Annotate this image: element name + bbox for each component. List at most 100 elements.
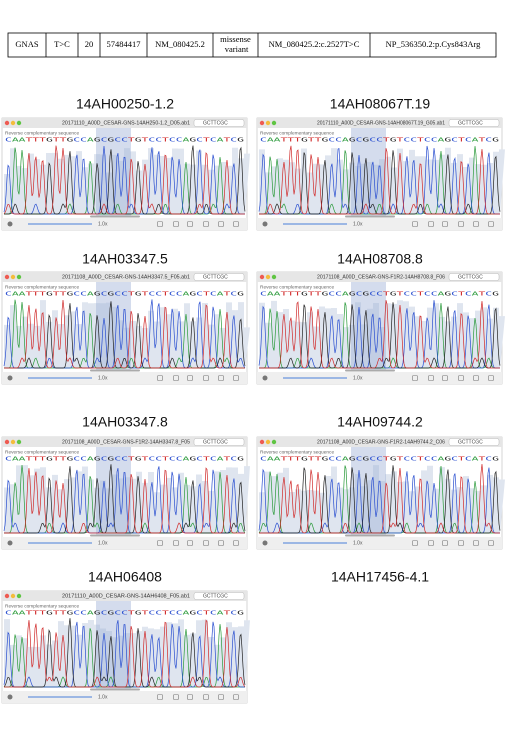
scrollbar <box>345 369 395 372</box>
window-button <box>265 274 271 280</box>
window-button <box>271 274 277 280</box>
zoom-label: 1.0x <box>98 695 108 701</box>
search-text: GCTTCGC <box>203 440 228 446</box>
title-bar <box>2 272 247 282</box>
panel-label: 14AH08708.8 <box>337 251 423 267</box>
table-border <box>7 32 497 58</box>
settings-icon <box>262 375 268 381</box>
toolbar <box>257 537 502 549</box>
chromatogram-window: 20171110_A00D_CESAR-GNS-14AH6408_F05.ab1… <box>1 590 250 704</box>
chromatogram-window: 20171110_A00D_CESAR-GNS-14AH250-1.2_D05.… <box>1 117 250 231</box>
scrollbar <box>90 534 140 537</box>
chromatogram-window: 20171110_A00D_CESAR-GNS-14AH08067T.19_G0… <box>256 117 505 231</box>
toolbar-icon <box>442 540 448 546</box>
window-button <box>10 593 16 599</box>
toolbar-icon <box>187 540 193 546</box>
search-text: GCTTCGC <box>203 594 228 600</box>
search-text: GCTTCGC <box>458 275 483 281</box>
toolbar-icon <box>473 221 479 227</box>
trace <box>259 302 501 369</box>
toolbar-icon <box>173 694 179 700</box>
search-box <box>193 592 245 600</box>
window-button <box>4 439 10 445</box>
subtitle: Reverse complementary sequence <box>5 449 79 455</box>
highlight-column <box>96 447 131 536</box>
window-button <box>271 120 277 126</box>
zoom-label: 1.0x <box>98 541 108 547</box>
search-box <box>193 119 245 127</box>
highlight-column <box>96 282 131 371</box>
window-button <box>259 120 265 126</box>
toolbar-icon <box>218 540 224 546</box>
search-box <box>193 438 245 446</box>
search-box <box>448 273 500 281</box>
toolbar-icon <box>187 375 193 381</box>
table-cell: T>C <box>54 39 70 49</box>
subtitle: Reverse complementary sequence <box>5 130 79 136</box>
window-title: 20171110_A00D_CESAR-GNS-14AH250-1.2_D05.… <box>62 121 190 127</box>
panel-label: 14AH00250-1.2 <box>76 96 174 112</box>
toolbar-icon <box>428 540 434 546</box>
toolbar-icon <box>233 694 239 700</box>
window-button <box>259 274 265 280</box>
toolbar-icon <box>203 375 209 381</box>
toolbar <box>2 372 247 384</box>
settings-icon <box>7 375 13 381</box>
trace <box>3 466 245 534</box>
toolbar-icon <box>488 375 494 381</box>
trace <box>3 145 245 215</box>
toolbar <box>2 691 247 703</box>
scrollbar <box>90 369 140 372</box>
toolbar-icon <box>458 540 464 546</box>
chromatogram-window: 20171108_A00D_CESAR-GNS-F1R2-14AH8708.8_… <box>256 271 505 385</box>
trace <box>4 301 246 369</box>
panel-label: 14AH03347.8 <box>82 414 168 430</box>
toolbar-icon <box>187 221 193 227</box>
toolbar-icon <box>412 221 418 227</box>
table-cell: 57484417 <box>107 39 141 49</box>
trace <box>4 467 245 534</box>
window-title: 20171110_A00D_CESAR-GNS-14AH08067T.19_G0… <box>317 121 445 127</box>
toolbar-icon <box>157 375 163 381</box>
window-button <box>16 120 22 126</box>
search-box <box>448 438 500 446</box>
trace <box>259 145 500 215</box>
toolbar-icon <box>233 540 239 546</box>
search-box <box>193 273 245 281</box>
toolbar-icon <box>473 540 479 546</box>
window-title: 20171108_A00D_CESAR-GNS-F1R2-14AH8708.8_… <box>317 275 445 281</box>
subtitle: Reverse complementary sequence <box>5 603 79 609</box>
settings-icon <box>7 221 13 227</box>
settings-icon <box>7 540 13 546</box>
toolbar-icon <box>173 375 179 381</box>
window-button <box>10 439 16 445</box>
toolbar-icon <box>157 221 163 227</box>
search-text: GCTTCGC <box>458 121 483 127</box>
settings-icon <box>262 540 268 546</box>
title-bar <box>2 118 247 128</box>
table-cell: NM_080425.2:c.2527T>C <box>269 39 360 49</box>
toolbar-icon <box>157 694 163 700</box>
title-bar <box>257 118 502 128</box>
chromatogram-window: 20171108_A00D_CESAR-GNS-F1R2-14AH3347.8_… <box>1 436 250 550</box>
trace <box>258 300 500 369</box>
toolbar-icon <box>218 375 224 381</box>
toolbar-icon <box>488 540 494 546</box>
table-cell: GNAS <box>15 39 38 49</box>
trace <box>259 464 500 534</box>
chromatogram-window: 20171108_A00D_CESAR-GNS-F1R2-14AH9744.2_… <box>256 436 505 550</box>
toolbar-icon <box>428 221 434 227</box>
scrollbar <box>345 215 395 218</box>
window-button <box>259 439 265 445</box>
toolbar-icon <box>412 540 418 546</box>
zoom-label: 1.0x <box>353 541 363 547</box>
panel-label: 14AH09744.2 <box>337 414 423 430</box>
panel-label: 14AH06408 <box>88 569 162 585</box>
toolbar-icon <box>157 540 163 546</box>
